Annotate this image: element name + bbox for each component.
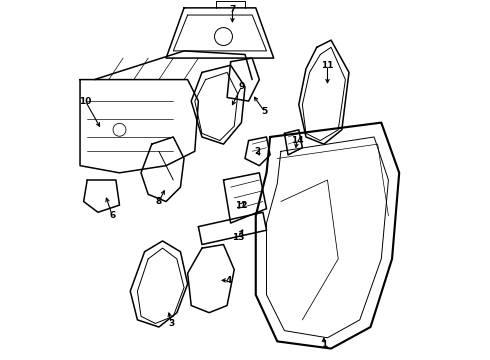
Text: 1: 1 (321, 341, 327, 350)
Text: 6: 6 (109, 211, 116, 220)
Text: 10: 10 (79, 96, 92, 105)
Text: 8: 8 (156, 197, 162, 206)
Text: 13: 13 (232, 233, 244, 242)
Text: 2: 2 (254, 147, 261, 156)
Text: 7: 7 (229, 5, 236, 14)
Text: 14: 14 (291, 136, 303, 145)
Text: 12: 12 (235, 201, 247, 210)
Text: 9: 9 (238, 82, 245, 91)
Text: 11: 11 (321, 61, 334, 70)
Text: 5: 5 (262, 107, 268, 116)
Text: 3: 3 (169, 319, 174, 328)
Text: 4: 4 (226, 276, 232, 285)
